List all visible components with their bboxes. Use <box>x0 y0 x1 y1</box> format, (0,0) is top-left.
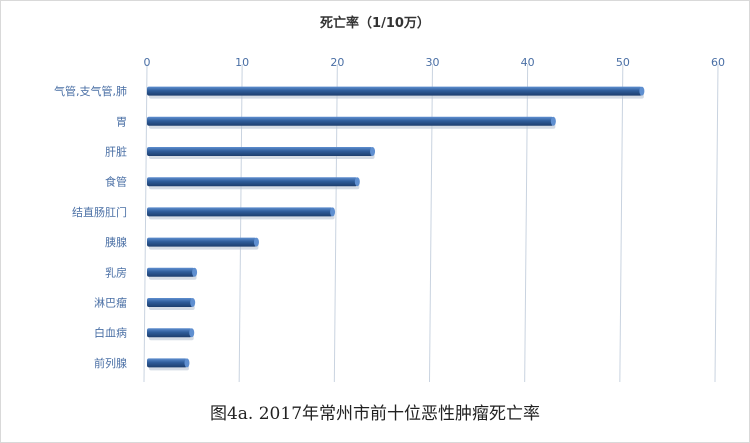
axis-title: 死亡率（1/10万） <box>320 16 430 31</box>
category-label: 淋巴瘤 <box>94 296 127 310</box>
bar-end-cap <box>639 86 645 96</box>
x-tick-label: 0 <box>144 56 151 69</box>
gridline <box>524 63 529 383</box>
bar-end-cap <box>184 358 190 368</box>
x-tick-label: 20 <box>330 56 344 69</box>
bar <box>147 328 192 338</box>
category-label: 白血病 <box>94 326 127 340</box>
bar-end-cap <box>330 207 336 217</box>
bar <box>147 116 554 126</box>
bar-end-cap <box>550 116 556 126</box>
bar <box>147 267 195 277</box>
category-label: 食管 <box>105 175 127 189</box>
category-label: 肝脏 <box>105 146 127 159</box>
gridline <box>333 63 338 383</box>
category-label: 乳房 <box>105 266 127 279</box>
bar-end-cap <box>253 237 259 247</box>
x-tick-label: 50 <box>616 56 630 69</box>
bar <box>147 86 642 96</box>
category-label: 气管,支气管,肺 <box>54 84 127 98</box>
gridline <box>143 63 148 383</box>
bar-end-cap <box>189 328 195 338</box>
chart-caption: 图4a. 2017年常州市前十位恶性肿瘤死亡率 <box>209 404 541 424</box>
bar-end-cap <box>190 298 196 307</box>
x-tick-label: 40 <box>521 56 535 69</box>
bar-end-cap <box>370 147 376 156</box>
category-label: 胃 <box>116 115 127 128</box>
gridline <box>238 63 243 383</box>
bar <box>147 358 187 368</box>
category-label: 胰腺 <box>105 235 127 249</box>
x-tick-label: 60 <box>711 56 725 69</box>
bar <box>147 177 358 187</box>
category-label: 结直肠肛门 <box>72 205 127 219</box>
bar <box>147 237 257 247</box>
gridline <box>619 63 624 383</box>
bar-end-cap <box>354 177 360 187</box>
gridline <box>429 63 433 383</box>
bar-end-cap <box>192 267 198 277</box>
x-tick-label: 30 <box>426 56 440 69</box>
bar <box>147 147 373 156</box>
gridline <box>714 63 719 383</box>
bar <box>147 207 333 217</box>
bar <box>147 298 193 307</box>
x-tick-label: 10 <box>235 56 249 69</box>
category-label: 前列腺 <box>94 356 127 370</box>
